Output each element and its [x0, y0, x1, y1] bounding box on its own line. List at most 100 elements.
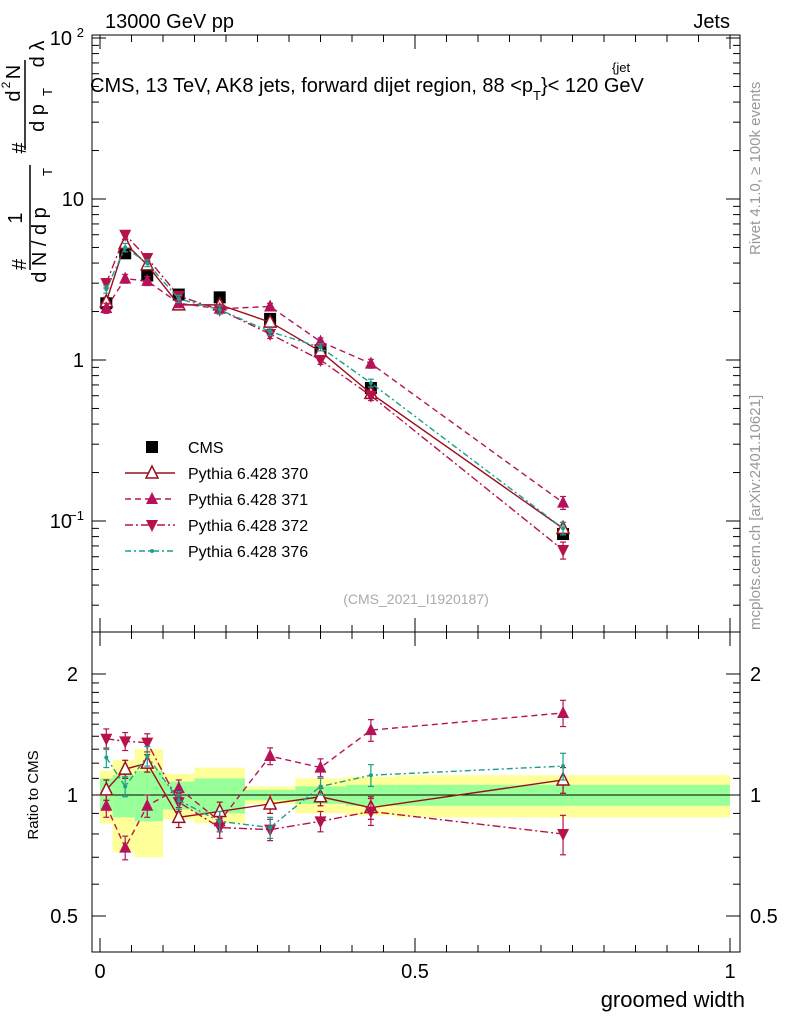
- ratio-axis-ticks: 0.5 0.5 1 1 2 2 0 0.5 1: [50, 632, 778, 983]
- data-point: [262, 313, 278, 328]
- data-point: [100, 301, 113, 314]
- data-point: [364, 356, 377, 369]
- legend-marker: [146, 441, 158, 453]
- y-label-hash: #: [9, 258, 31, 270]
- legend-entry: Pythia 6.428 370: [125, 464, 308, 483]
- main-series: [99, 229, 571, 560]
- data-point: [119, 271, 132, 284]
- plot-title-sub: T: [533, 88, 541, 103]
- legend-marker: [150, 549, 154, 553]
- series-pythia-6-428-376: [103, 242, 567, 536]
- mcplots-label: mcplots.cern.ch [arXiv:2401.10621]: [747, 395, 764, 630]
- x-tick-label: 1: [724, 961, 735, 983]
- data-point: [314, 760, 327, 773]
- data-point: [217, 819, 222, 824]
- data-point: [364, 806, 377, 819]
- y-label-sq: 2: [0, 81, 13, 88]
- data-point: [119, 840, 132, 853]
- data-point: [314, 816, 327, 829]
- data-point: [141, 273, 154, 286]
- category-label: Jets: [693, 11, 730, 33]
- data-point: [561, 764, 566, 769]
- data-point: [264, 749, 277, 762]
- y-tick-label: 10: [62, 189, 84, 211]
- data-point: [104, 755, 109, 760]
- series-cms: [100, 247, 570, 541]
- plot-title-end: }< 120 GeV: [541, 75, 645, 97]
- analysis-tag: (CMS_2021_I1920187): [343, 591, 489, 607]
- data-point: [176, 296, 181, 301]
- y-label-d2N: d: [3, 90, 25, 101]
- ratio-series: [99, 699, 571, 861]
- legend-marker: [146, 492, 158, 504]
- data-point: [318, 345, 323, 350]
- legend-entry: CMS: [146, 440, 224, 457]
- y-tick-label-exp: −1: [69, 508, 84, 523]
- ratio-ylabel: Ratio to CMS: [25, 750, 42, 839]
- data-point: [100, 278, 113, 291]
- legend-entry: Pythia 6.428 371: [125, 492, 308, 509]
- energy-label: 13000 GeV pp: [105, 11, 234, 33]
- y-label-one: 1: [5, 212, 27, 223]
- ratio-panel-frame: [91, 631, 741, 953]
- legend-label: Pythia 6.428 376: [188, 544, 308, 561]
- data-point: [268, 329, 273, 334]
- data-point: [557, 545, 570, 558]
- data-point: [368, 773, 373, 778]
- data-point: [100, 798, 113, 811]
- data-point: [217, 307, 222, 312]
- y-tick-label: 1: [73, 350, 84, 372]
- y-label-den-T: T: [40, 88, 55, 96]
- series-line: [105, 277, 564, 504]
- data-point: [123, 784, 128, 789]
- ratio-y-tick-label-right: 1: [750, 785, 761, 807]
- series-line: [105, 233, 564, 551]
- data-point: [100, 733, 113, 746]
- series-pythia-6-428-372: [100, 229, 570, 560]
- series-line: [105, 242, 564, 529]
- main-panel-frame: [91, 34, 741, 633]
- y-label-den: d p: [27, 104, 49, 132]
- y-label-dN-dpT: d N / d p: [29, 207, 51, 283]
- rivet-label: Rivet 4.1.0, ≥ 100k events: [747, 82, 764, 255]
- y-axis-label: # 1 d N / d p T # d 2 N d p T d λ: [0, 41, 55, 283]
- plot-title-main: CMS, 13 TeV, AK8 jets, forward dijet reg…: [90, 75, 533, 97]
- series-pythia-6-428-370: [99, 234, 571, 536]
- data-point: [145, 754, 150, 759]
- x-axis-label: groomed width: [601, 987, 745, 1012]
- data-point: [557, 705, 570, 718]
- x-tick-label: 0.5: [401, 961, 429, 983]
- data-point: [264, 299, 277, 312]
- data-point: [119, 247, 132, 260]
- data-point: [318, 784, 323, 789]
- ratio-y-tick-label: 0.5: [50, 906, 78, 928]
- legend-entry: Pythia 6.428 372: [125, 518, 308, 535]
- legend-label: Pythia 6.428 371: [188, 492, 308, 509]
- legend-marker: [146, 520, 158, 532]
- data-point: [141, 737, 154, 750]
- data-point: [313, 788, 328, 803]
- y-label-dlambda: d λ: [27, 41, 49, 68]
- ratio-y-tick-label-right: 0.5: [750, 906, 778, 928]
- data-point: [268, 825, 273, 830]
- series-pythia-6-428-376: [103, 745, 567, 839]
- y-label-T: T: [40, 168, 55, 176]
- data-point: [104, 287, 109, 292]
- data-point: [172, 781, 185, 794]
- data-point: [561, 526, 566, 531]
- y-tick-label: 10: [50, 511, 72, 533]
- data-point: [123, 245, 128, 250]
- ratio-y-tick-label-right: 2: [750, 664, 761, 686]
- data-point: [171, 808, 186, 824]
- x-tick-label: 0: [94, 961, 105, 983]
- data-point: [119, 736, 132, 749]
- data-point: [557, 495, 570, 508]
- ratio-stat-band: [134, 770, 163, 822]
- ratio-bands: [100, 749, 730, 858]
- legend: CMS Pythia 6.428 370 Pythia 6.428 371 Pythi…: [125, 440, 308, 561]
- plot-title: CMS, 13 TeV, AK8 jets, forward dijet reg…: [90, 75, 645, 103]
- data-point: [262, 795, 278, 810]
- legend-marker: [144, 464, 160, 479]
- data-point: [119, 229, 132, 242]
